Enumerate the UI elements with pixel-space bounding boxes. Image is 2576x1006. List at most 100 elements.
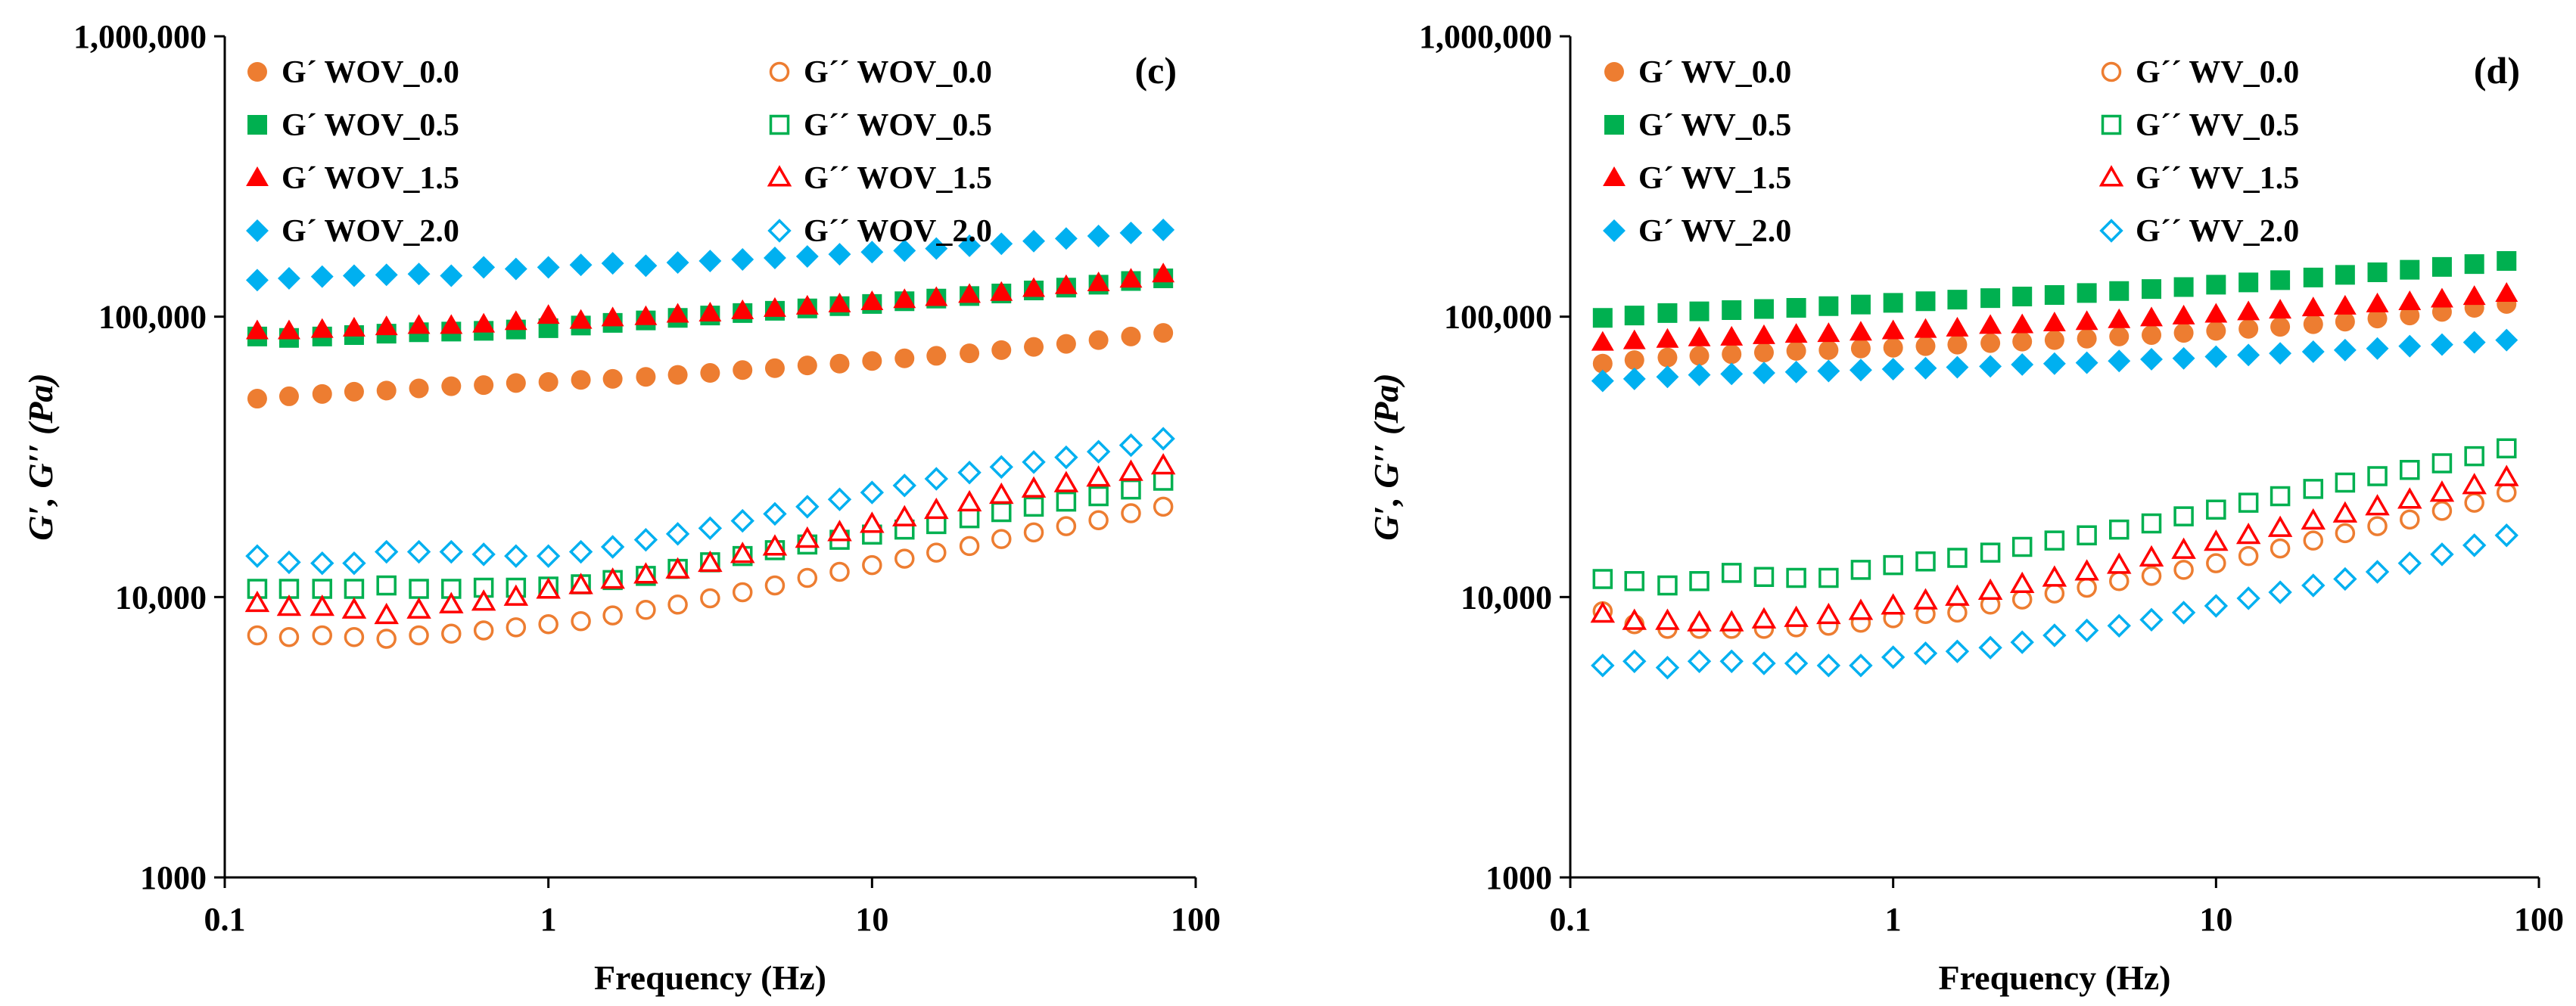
data-point	[860, 290, 884, 311]
data-point	[1022, 450, 1046, 474]
data-point	[2303, 314, 2323, 334]
data-point	[569, 309, 593, 329]
data-point	[2367, 466, 2388, 486]
data-point	[1086, 465, 1111, 487]
data-point	[2012, 331, 2033, 352]
data-point	[344, 381, 364, 402]
data-point	[2074, 559, 2099, 581]
data-point	[2042, 565, 2067, 587]
data-point	[2365, 560, 2390, 584]
series-gp-wv-1-5	[1591, 282, 2518, 351]
data-point	[730, 542, 755, 564]
data-point	[2109, 281, 2130, 301]
data-point	[2497, 482, 2517, 503]
data-point	[1590, 601, 1616, 623]
y-tick-label: 1000	[1486, 859, 1552, 896]
data-point	[473, 620, 494, 641]
data-point	[991, 529, 1012, 549]
data-point	[2237, 300, 2260, 321]
data-point	[1721, 563, 1742, 583]
data-point	[797, 356, 817, 376]
data-point	[860, 480, 885, 505]
data-point	[439, 539, 463, 564]
data-point	[1624, 350, 1644, 371]
data-point	[665, 557, 690, 579]
data-point	[1722, 300, 1742, 321]
legend-item-gpp-wov-2-0: G´´ WOV_2.0	[767, 214, 992, 249]
data-point	[2238, 545, 2259, 567]
data-point	[1816, 654, 1841, 678]
data-point	[1883, 337, 1903, 358]
data-point	[407, 314, 431, 334]
data-point	[1817, 322, 1840, 343]
data-point	[1657, 347, 1678, 368]
data-point	[2270, 486, 2291, 507]
data-point	[1054, 227, 1078, 250]
data-point	[764, 358, 785, 378]
legend: G´ WOV_0.0 G´´ WOV_0.0 G´ WOV_0.5 G´´ WOV_0…	[246, 55, 992, 249]
data-point	[2204, 529, 2229, 551]
data-point	[2109, 519, 2130, 540]
data-point	[1591, 369, 1614, 393]
legend-label: G´´ WV_2.0	[2136, 214, 2299, 249]
data-point	[795, 245, 819, 268]
data-point	[568, 539, 593, 564]
data-point	[374, 602, 399, 625]
data-point	[1119, 221, 1143, 244]
data-point	[376, 575, 397, 596]
data-point	[1656, 365, 1679, 389]
data-point	[2333, 294, 2357, 315]
data-point	[2332, 501, 2358, 523]
data-point	[2077, 328, 2097, 349]
x-axis-title: Frequency (Hz)	[1938, 958, 2170, 997]
legend-label: G´ WOV_1.5	[282, 161, 459, 196]
data-point	[924, 467, 948, 491]
data-point	[731, 299, 754, 319]
data-point	[2495, 328, 2518, 352]
data-point	[1656, 328, 1679, 348]
data-point	[1624, 570, 1645, 591]
data-point	[1883, 554, 1903, 576]
data-point	[503, 584, 529, 606]
data-point	[471, 589, 496, 611]
data-point	[2011, 589, 2033, 610]
data-point	[665, 522, 690, 546]
data-point	[506, 617, 527, 638]
data-point	[472, 312, 496, 333]
data-point	[2335, 265, 2355, 285]
data-point	[1087, 272, 1110, 292]
data-point	[1719, 610, 1744, 632]
panel-label: (d)	[2474, 49, 2520, 92]
data-point	[2238, 492, 2259, 513]
data-point	[2497, 251, 2517, 272]
data-point	[634, 254, 658, 278]
data-point	[2172, 346, 2195, 370]
data-point	[600, 535, 625, 559]
data-point	[2269, 342, 2292, 365]
data-point	[2301, 508, 2326, 530]
data-point	[2494, 523, 2518, 548]
data-point	[862, 351, 882, 371]
x-tick-label: 100	[1171, 901, 1221, 938]
data-point	[406, 597, 431, 619]
data-point	[1947, 548, 1968, 568]
legend-marker	[767, 219, 792, 243]
data-point	[2204, 303, 2228, 323]
data-point	[2366, 337, 2389, 360]
data-point	[1624, 306, 1644, 326]
data-point	[2173, 560, 2194, 580]
x-axis-title: Frequency (Hz)	[594, 958, 826, 997]
data-point	[312, 625, 332, 646]
data-point	[1850, 338, 1871, 359]
data-point	[2270, 270, 2291, 290]
legend-marker	[247, 115, 267, 135]
legend-label: G´´ WOV_2.0	[804, 214, 992, 249]
data-point	[2173, 506, 2194, 526]
data-point	[1784, 651, 1809, 675]
data-point	[568, 573, 593, 595]
data-point	[2269, 299, 2292, 319]
data-point	[310, 595, 334, 616]
data-point	[1946, 316, 1969, 337]
data-point	[1655, 655, 1680, 680]
data-point	[602, 368, 623, 389]
